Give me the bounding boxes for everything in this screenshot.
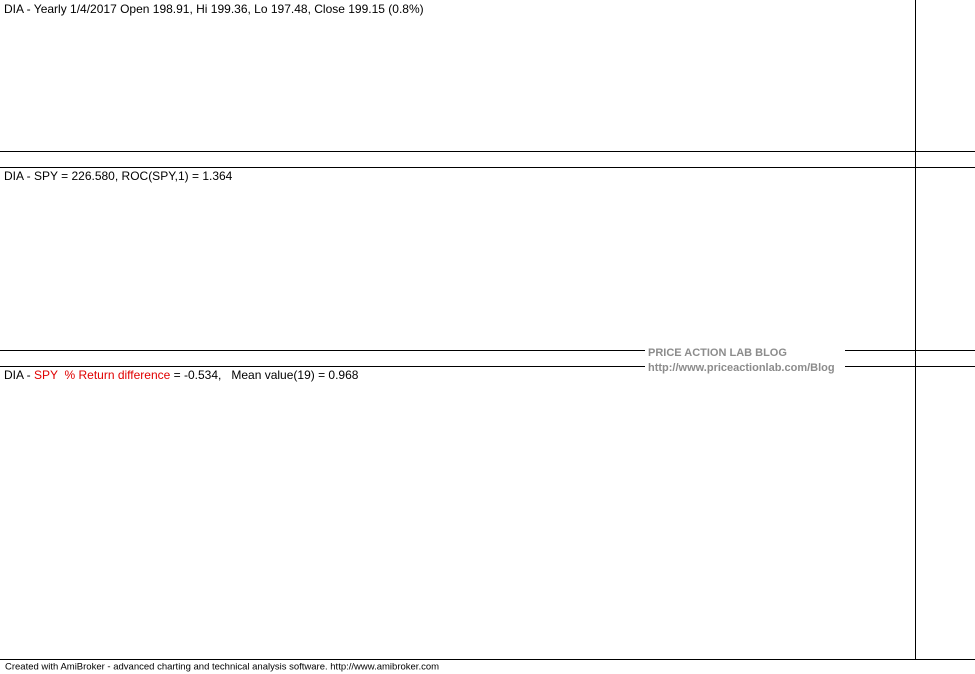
title-part: = -0.534, Mean value(19) = 0.968 <box>170 368 358 382</box>
watermark-url: http://www.priceactionlab.com/Blog <box>648 362 835 374</box>
watermark-bg <box>645 345 845 375</box>
title-part: SPY % Return difference <box>34 368 171 382</box>
title-part: DIA - <box>4 368 34 382</box>
pane-title: DIA - SPY % Return difference = -0.534, … <box>4 368 359 382</box>
pane-title: DIA - SPY = 226.580, ROC(SPY,1) = 1.364 <box>4 169 233 183</box>
watermark-title: PRICE ACTION LAB BLOG <box>648 347 787 359</box>
pane-title: DIA - Yearly 1/4/2017 Open 198.91, Hi 19… <box>4 2 424 16</box>
footer: Created with AmiBroker - advanced charti… <box>5 662 439 673</box>
